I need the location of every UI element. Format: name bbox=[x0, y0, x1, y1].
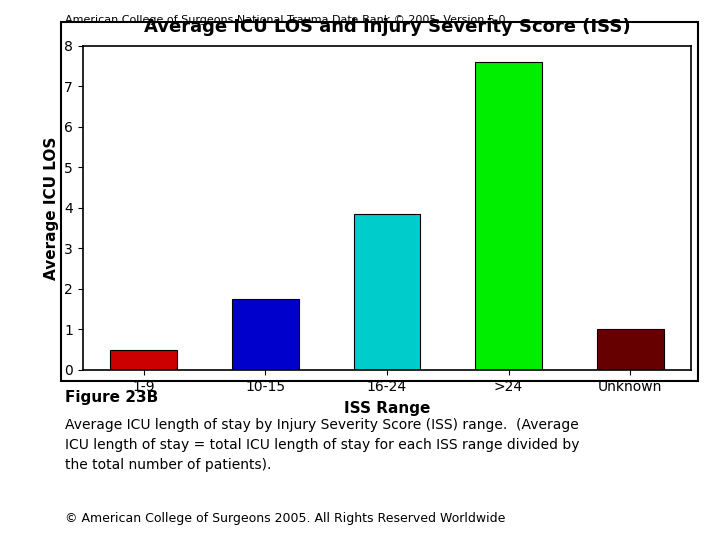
Title: Average ICU LOS and Injury Severity Score (ISS): Average ICU LOS and Injury Severity Scor… bbox=[144, 18, 630, 36]
Y-axis label: Average ICU LOS: Average ICU LOS bbox=[44, 136, 58, 280]
Bar bbox=[475, 62, 542, 370]
Bar bbox=[354, 214, 420, 370]
Text: © American College of Surgeons 2005. All Rights Reserved Worldwide: © American College of Surgeons 2005. All… bbox=[65, 512, 505, 525]
Bar bbox=[110, 350, 177, 370]
Text: Average ICU length of stay by Injury Severity Score (ISS) range.  (Average: Average ICU length of stay by Injury Sev… bbox=[65, 418, 579, 433]
Bar bbox=[597, 329, 664, 370]
Text: American College of Surgeons National Trauma Data Bank © 2005, Version 5.0: American College of Surgeons National Tr… bbox=[65, 15, 505, 25]
Text: Figure 23B: Figure 23B bbox=[65, 390, 158, 405]
Text: ICU length of stay = total ICU length of stay for each ISS range divided by: ICU length of stay = total ICU length of… bbox=[65, 438, 580, 453]
Text: the total number of patients).: the total number of patients). bbox=[65, 458, 271, 472]
Bar bbox=[232, 299, 299, 370]
X-axis label: ISS Range: ISS Range bbox=[344, 401, 430, 416]
